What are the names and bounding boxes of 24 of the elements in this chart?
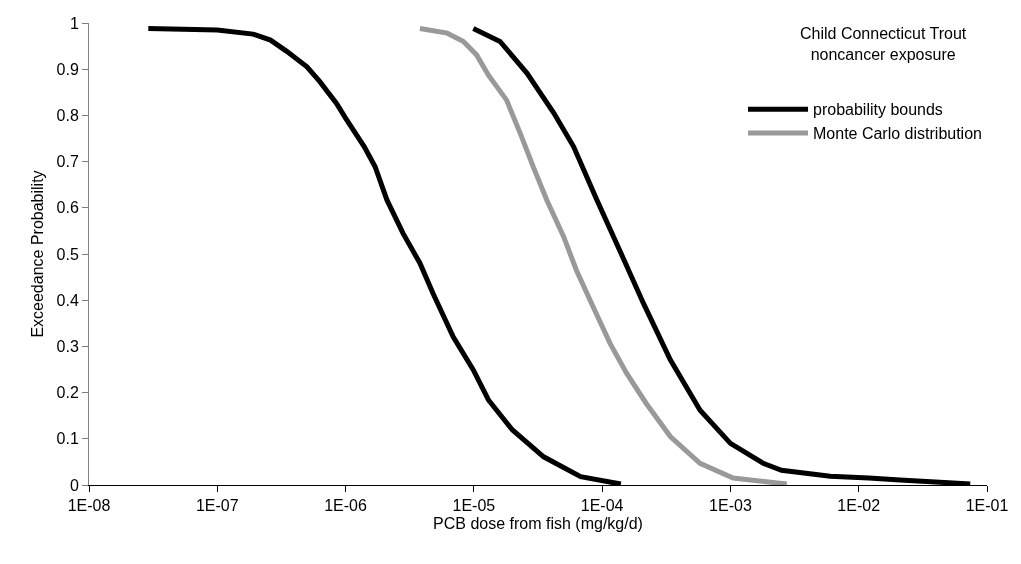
x-tick-label: 1E-04: [580, 497, 624, 515]
y-tick-label: 0.6: [56, 199, 79, 217]
x-tick-label: 1E-01: [965, 497, 1009, 515]
x-tick-label: 1E-03: [709, 497, 752, 515]
y-tick-label: 0: [69, 476, 79, 494]
y-tick-label: 1: [69, 14, 79, 32]
legend-label: Monte Carlo distribution: [813, 125, 982, 143]
y-tick-label: 0.2: [56, 384, 79, 402]
y-tick-label: 0.1: [56, 430, 79, 448]
x-tick-label: 1E-05: [452, 497, 496, 515]
x-tick-label: 1E-02: [837, 497, 881, 515]
x-tick-label: 1E-06: [324, 497, 368, 515]
legend-label: probability bounds: [813, 101, 943, 119]
x-tick-label: 1E-08: [67, 497, 111, 515]
y-tick-label: 0.4: [56, 291, 79, 309]
y-tick-label: 0.3: [56, 338, 79, 355]
y-tick-label: 0.7: [56, 153, 79, 171]
text: Child Connecticut Trout noncancer exposure: [800, 25, 967, 63]
y-tick-label: 0.9: [56, 60, 79, 78]
y-tick-label: 0.8: [56, 107, 79, 124]
y-axis-title: Exceedance Probability: [29, 170, 47, 338]
x-tick-label: 1E-07: [195, 497, 239, 515]
x-axis-title: PCB dose from fish (mg/kg/d): [433, 514, 643, 532]
y-tick-label: 0.5: [56, 245, 79, 263]
